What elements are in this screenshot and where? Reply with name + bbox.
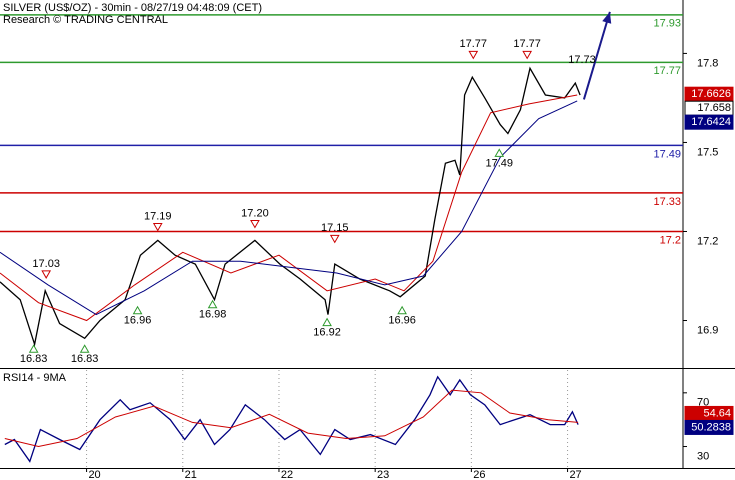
pivot-high xyxy=(250,219,260,229)
level-label: 17.49 xyxy=(653,148,681,160)
last-value-label: 17.6424 xyxy=(691,116,731,128)
pivot-low xyxy=(397,305,407,315)
series-line xyxy=(4,375,579,463)
pivot-label: 17.77 xyxy=(513,38,541,50)
pivot-low xyxy=(132,305,143,315)
last-value-label: 50.2838 xyxy=(691,421,731,433)
pivot-low xyxy=(28,344,39,353)
pivot-label: 17.20 xyxy=(241,207,269,219)
pivot-low xyxy=(494,148,505,157)
pivot-label: 16.92 xyxy=(313,326,341,338)
pivot-label: 17.77 xyxy=(460,38,488,50)
x-tick-label: 21 xyxy=(185,469,197,480)
level-label: 17.93 xyxy=(653,18,681,30)
pivot-low xyxy=(322,317,332,327)
level-label: 17.33 xyxy=(653,196,681,208)
y-tick-label: 70 xyxy=(697,397,709,409)
pivot-high xyxy=(468,50,479,60)
pivot-label: 17.15 xyxy=(321,222,349,234)
last-value-label: 17.658 xyxy=(697,102,731,114)
pivot-high xyxy=(152,222,163,232)
pivot-label: 16.96 xyxy=(124,315,152,327)
chart-title: SILVER (US$/OZ) - 30min - 08/27/19 04:48… xyxy=(3,2,262,14)
level-label: 17.77 xyxy=(653,65,681,77)
y-tick-label: 16.9 xyxy=(697,324,718,336)
pivot-label: 16.96 xyxy=(388,315,416,327)
series-line xyxy=(4,389,579,448)
x-tick-label: 27 xyxy=(569,469,581,480)
series-line xyxy=(0,94,578,322)
x-tick-label: 23 xyxy=(377,469,389,480)
pivot-label: 17.03 xyxy=(32,258,60,270)
series-line xyxy=(0,100,578,316)
y-tick-label: 17.2 xyxy=(697,235,718,247)
chart-title: RSI14 - 9MA xyxy=(3,372,67,384)
level-label: 17.2 xyxy=(660,234,681,246)
pivot-high xyxy=(41,270,52,279)
last-value-label: 54.64 xyxy=(703,407,731,419)
pivot-label: 17.19 xyxy=(144,210,172,222)
pivot-label: 16.83 xyxy=(20,353,48,365)
pivot-low xyxy=(79,344,90,353)
y-tick-label: 17.8 xyxy=(697,57,718,69)
pivot-high xyxy=(522,50,533,60)
arrow-head xyxy=(602,11,612,24)
x-tick-label: 26 xyxy=(473,469,485,480)
x-tick-label: 20 xyxy=(88,469,100,480)
chart-subtitle: Research © TRADING CENTRAL xyxy=(3,14,168,26)
pivot-low xyxy=(207,299,218,309)
pivot-label: 16.98 xyxy=(199,309,227,321)
pivot-label: 17.73 xyxy=(568,54,596,66)
pivot-high xyxy=(329,234,340,244)
forecast-arrow xyxy=(582,11,611,100)
y-tick-label: 17.5 xyxy=(697,146,718,158)
pivot-label: 17.49 xyxy=(485,157,513,169)
last-value-box xyxy=(684,114,734,130)
last-value-box xyxy=(684,419,734,435)
pivot-label: 16.83 xyxy=(71,353,99,365)
y-tick-label: 30 xyxy=(697,450,709,462)
series-line xyxy=(0,66,581,347)
x-tick-label: 22 xyxy=(281,469,293,480)
last-value-label: 17.6626 xyxy=(691,88,731,100)
